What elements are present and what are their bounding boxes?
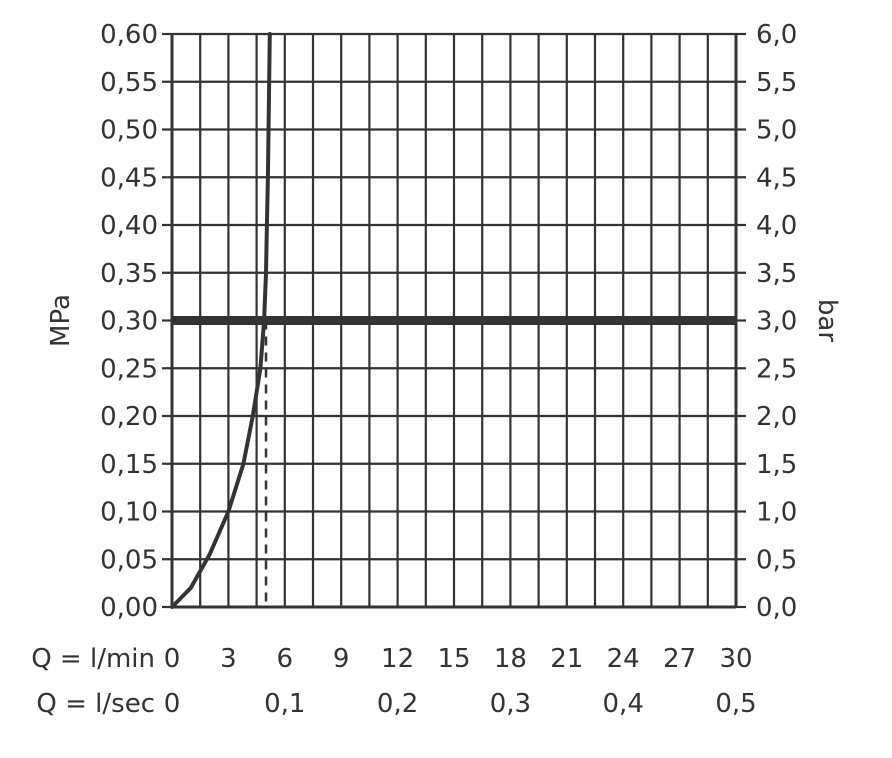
left-axis-title: MPa	[46, 294, 76, 347]
x-tick-label-lsec: 0,5	[715, 689, 756, 719]
left-tick-label: 0,05	[100, 545, 158, 575]
x-tick-label-lsec: 0,1	[264, 689, 305, 719]
x-axis-lmin-title: Q = l/min	[31, 644, 155, 674]
x-axis-lsec-title: Q = l/sec	[36, 689, 155, 719]
right-tick-label: 3,5	[756, 259, 797, 289]
x-tick-label-lmin: 24	[607, 644, 640, 674]
flow-curve-line	[170, 32, 272, 609]
x-tick-label-lsec: 0	[164, 689, 181, 719]
right-axis-title: bar	[812, 299, 842, 342]
x-tick-label-lmin: 6	[277, 644, 294, 674]
left-tick-label: 0,40	[100, 211, 158, 241]
left-tick-label: 0,10	[100, 498, 158, 528]
x-tick-label-lsec: 0,4	[603, 689, 644, 719]
x-tick-label-lmin: 27	[663, 644, 696, 674]
labels: 0,000,050,100,150,200,250,300,350,400,45…	[31, 20, 842, 719]
left-tick-label: 0,60	[100, 20, 158, 50]
right-tick-label: 5,0	[756, 116, 797, 146]
left-tick-label: 0,20	[100, 402, 158, 432]
x-tick-label-lmin: 15	[437, 644, 470, 674]
left-tick-label: 0,25	[100, 354, 158, 384]
left-tick-label: 0,55	[100, 68, 158, 98]
right-tick-label: 4,0	[756, 211, 797, 241]
x-tick-label-lmin: 21	[550, 644, 583, 674]
right-tick-label: 2,5	[756, 354, 797, 384]
left-tick-label: 0,00	[100, 593, 158, 623]
right-tick-label: 0,5	[756, 545, 797, 575]
left-tick-label: 0,35	[100, 259, 158, 289]
right-tick-label: 2,0	[756, 402, 797, 432]
right-tick-label: 5,5	[756, 68, 797, 98]
right-tick-label: 6,0	[756, 20, 797, 50]
left-tick-label: 0,50	[100, 116, 158, 146]
x-tick-label-lmin: 0	[164, 644, 181, 674]
left-tick-label: 0,15	[100, 450, 158, 480]
axes	[162, 32, 746, 609]
x-tick-label-lmin: 3	[220, 644, 237, 674]
right-tick-label: 1,5	[756, 450, 797, 480]
series-group	[170, 32, 272, 609]
x-tick-label-lmin: 9	[333, 644, 350, 674]
x-tick-label-lmin: 12	[381, 644, 414, 674]
left-tick-label: 0,45	[100, 163, 158, 193]
left-tick-label: 0,30	[100, 307, 158, 337]
right-tick-label: 0,0	[756, 593, 797, 623]
right-tick-label: 1,0	[756, 498, 797, 528]
right-tick-label: 3,0	[756, 307, 797, 337]
x-tick-label-lsec: 0,3	[490, 689, 531, 719]
x-tick-label-lmin: 30	[719, 644, 752, 674]
right-tick-label: 4,5	[756, 163, 797, 193]
x-tick-label-lsec: 0,2	[377, 689, 418, 719]
x-tick-label-lmin: 18	[494, 644, 527, 674]
